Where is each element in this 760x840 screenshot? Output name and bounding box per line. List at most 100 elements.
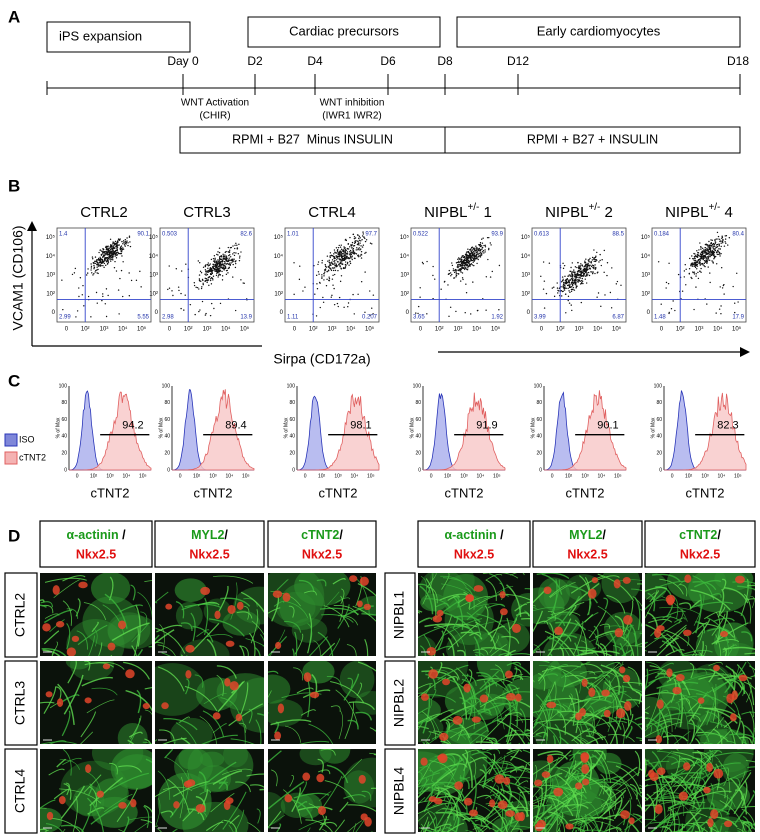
event-dot: [604, 294, 606, 296]
fiber: [156, 624, 183, 633]
event-dot: [205, 270, 208, 272]
fiber: [504, 806, 529, 812]
fiber: [472, 824, 482, 832]
event-dot: [583, 271, 585, 273]
event-dot: [343, 250, 345, 252]
event-dot: [219, 261, 221, 264]
fiber: [559, 646, 565, 656]
event-dot: [681, 290, 684, 292]
nucleus: [356, 600, 363, 608]
event-dot: [327, 266, 330, 268]
fiber: [199, 790, 211, 795]
event-dot: [180, 270, 183, 272]
fiber: [674, 702, 680, 730]
fiber: [564, 773, 591, 778]
event-dot: [564, 280, 566, 282]
fiber: [645, 641, 648, 645]
x-tick-label: 10⁵: [614, 473, 622, 479]
fiber: [191, 781, 228, 790]
event-dot: [118, 252, 120, 255]
event-dot: [481, 248, 483, 251]
fiber: [447, 637, 455, 656]
fiber: [84, 662, 114, 668]
event-dot: [341, 262, 343, 264]
micrograph-content: [533, 749, 642, 832]
media-box: [179, 126, 446, 154]
event-dot: [473, 260, 475, 262]
x-tick-label: 10⁴: [123, 473, 131, 479]
event-dot: [219, 302, 222, 305]
event-dot: [577, 280, 579, 283]
event-dot: [590, 265, 593, 268]
nucleus: [729, 713, 737, 722]
event-dot: [432, 265, 434, 268]
fiber: [155, 591, 169, 604]
event-dot: [341, 253, 344, 255]
nucleus: [142, 702, 150, 710]
x-tick-label: 10³: [701, 473, 709, 479]
event-dot: [718, 248, 720, 250]
fiber: [418, 610, 423, 613]
fiber: [246, 773, 264, 777]
event-dot: [228, 262, 231, 264]
micrograph-content: [418, 661, 530, 744]
fiber: [690, 821, 695, 832]
separator: /: [497, 528, 504, 542]
fiber: [570, 695, 613, 706]
fiber: [514, 668, 522, 680]
event-dot: [459, 280, 462, 282]
event-dot: [483, 252, 485, 254]
event-dot: [228, 259, 231, 261]
fiber: [733, 610, 747, 626]
event-dot: [589, 261, 591, 263]
fiber: [695, 621, 706, 634]
nucleus: [442, 678, 451, 686]
fiber: [661, 826, 673, 832]
event-dot: [168, 265, 170, 267]
fiber: [428, 769, 434, 782]
fiber: [670, 755, 681, 786]
event-dot: [207, 262, 210, 264]
event-dot: [577, 271, 579, 273]
fiber: [564, 778, 582, 808]
day-label: Day 0: [167, 54, 199, 68]
event-dot: [584, 275, 587, 277]
fiber: [588, 813, 600, 832]
fiber: [744, 830, 750, 832]
fiber: [469, 729, 488, 744]
event-dot: [540, 275, 542, 278]
event-dot: [460, 271, 462, 273]
y-axis-label: % of Max: [283, 417, 289, 438]
cell-body: [60, 760, 128, 817]
fiber: [435, 828, 447, 832]
fiber: [733, 793, 745, 815]
event-dot: [102, 253, 104, 255]
fiber: [460, 596, 491, 607]
fiber: [370, 787, 376, 790]
event-dot: [205, 274, 207, 276]
fiber: [686, 822, 701, 832]
event-dot: [119, 252, 121, 255]
event-dot: [78, 295, 80, 298]
fiber: [594, 674, 611, 680]
nucleus: [499, 608, 508, 616]
event-dot: [341, 254, 343, 257]
fiber: [645, 711, 649, 715]
fiber: [596, 575, 620, 581]
event-dot: [293, 262, 295, 264]
fiber: [586, 751, 593, 781]
nucleus: [720, 631, 729, 638]
fiber: [580, 649, 613, 656]
fiber: [57, 683, 75, 725]
fiber: [663, 699, 675, 708]
fiber: [566, 771, 577, 781]
event-dot: [457, 266, 459, 269]
event-dot: [121, 255, 123, 257]
event-dot: [483, 244, 485, 247]
event-dot: [342, 250, 344, 252]
fiber: [692, 631, 704, 656]
fiber: [554, 723, 562, 744]
fiber: [576, 647, 596, 656]
event-dot: [202, 279, 204, 282]
event-dot: [122, 243, 124, 245]
